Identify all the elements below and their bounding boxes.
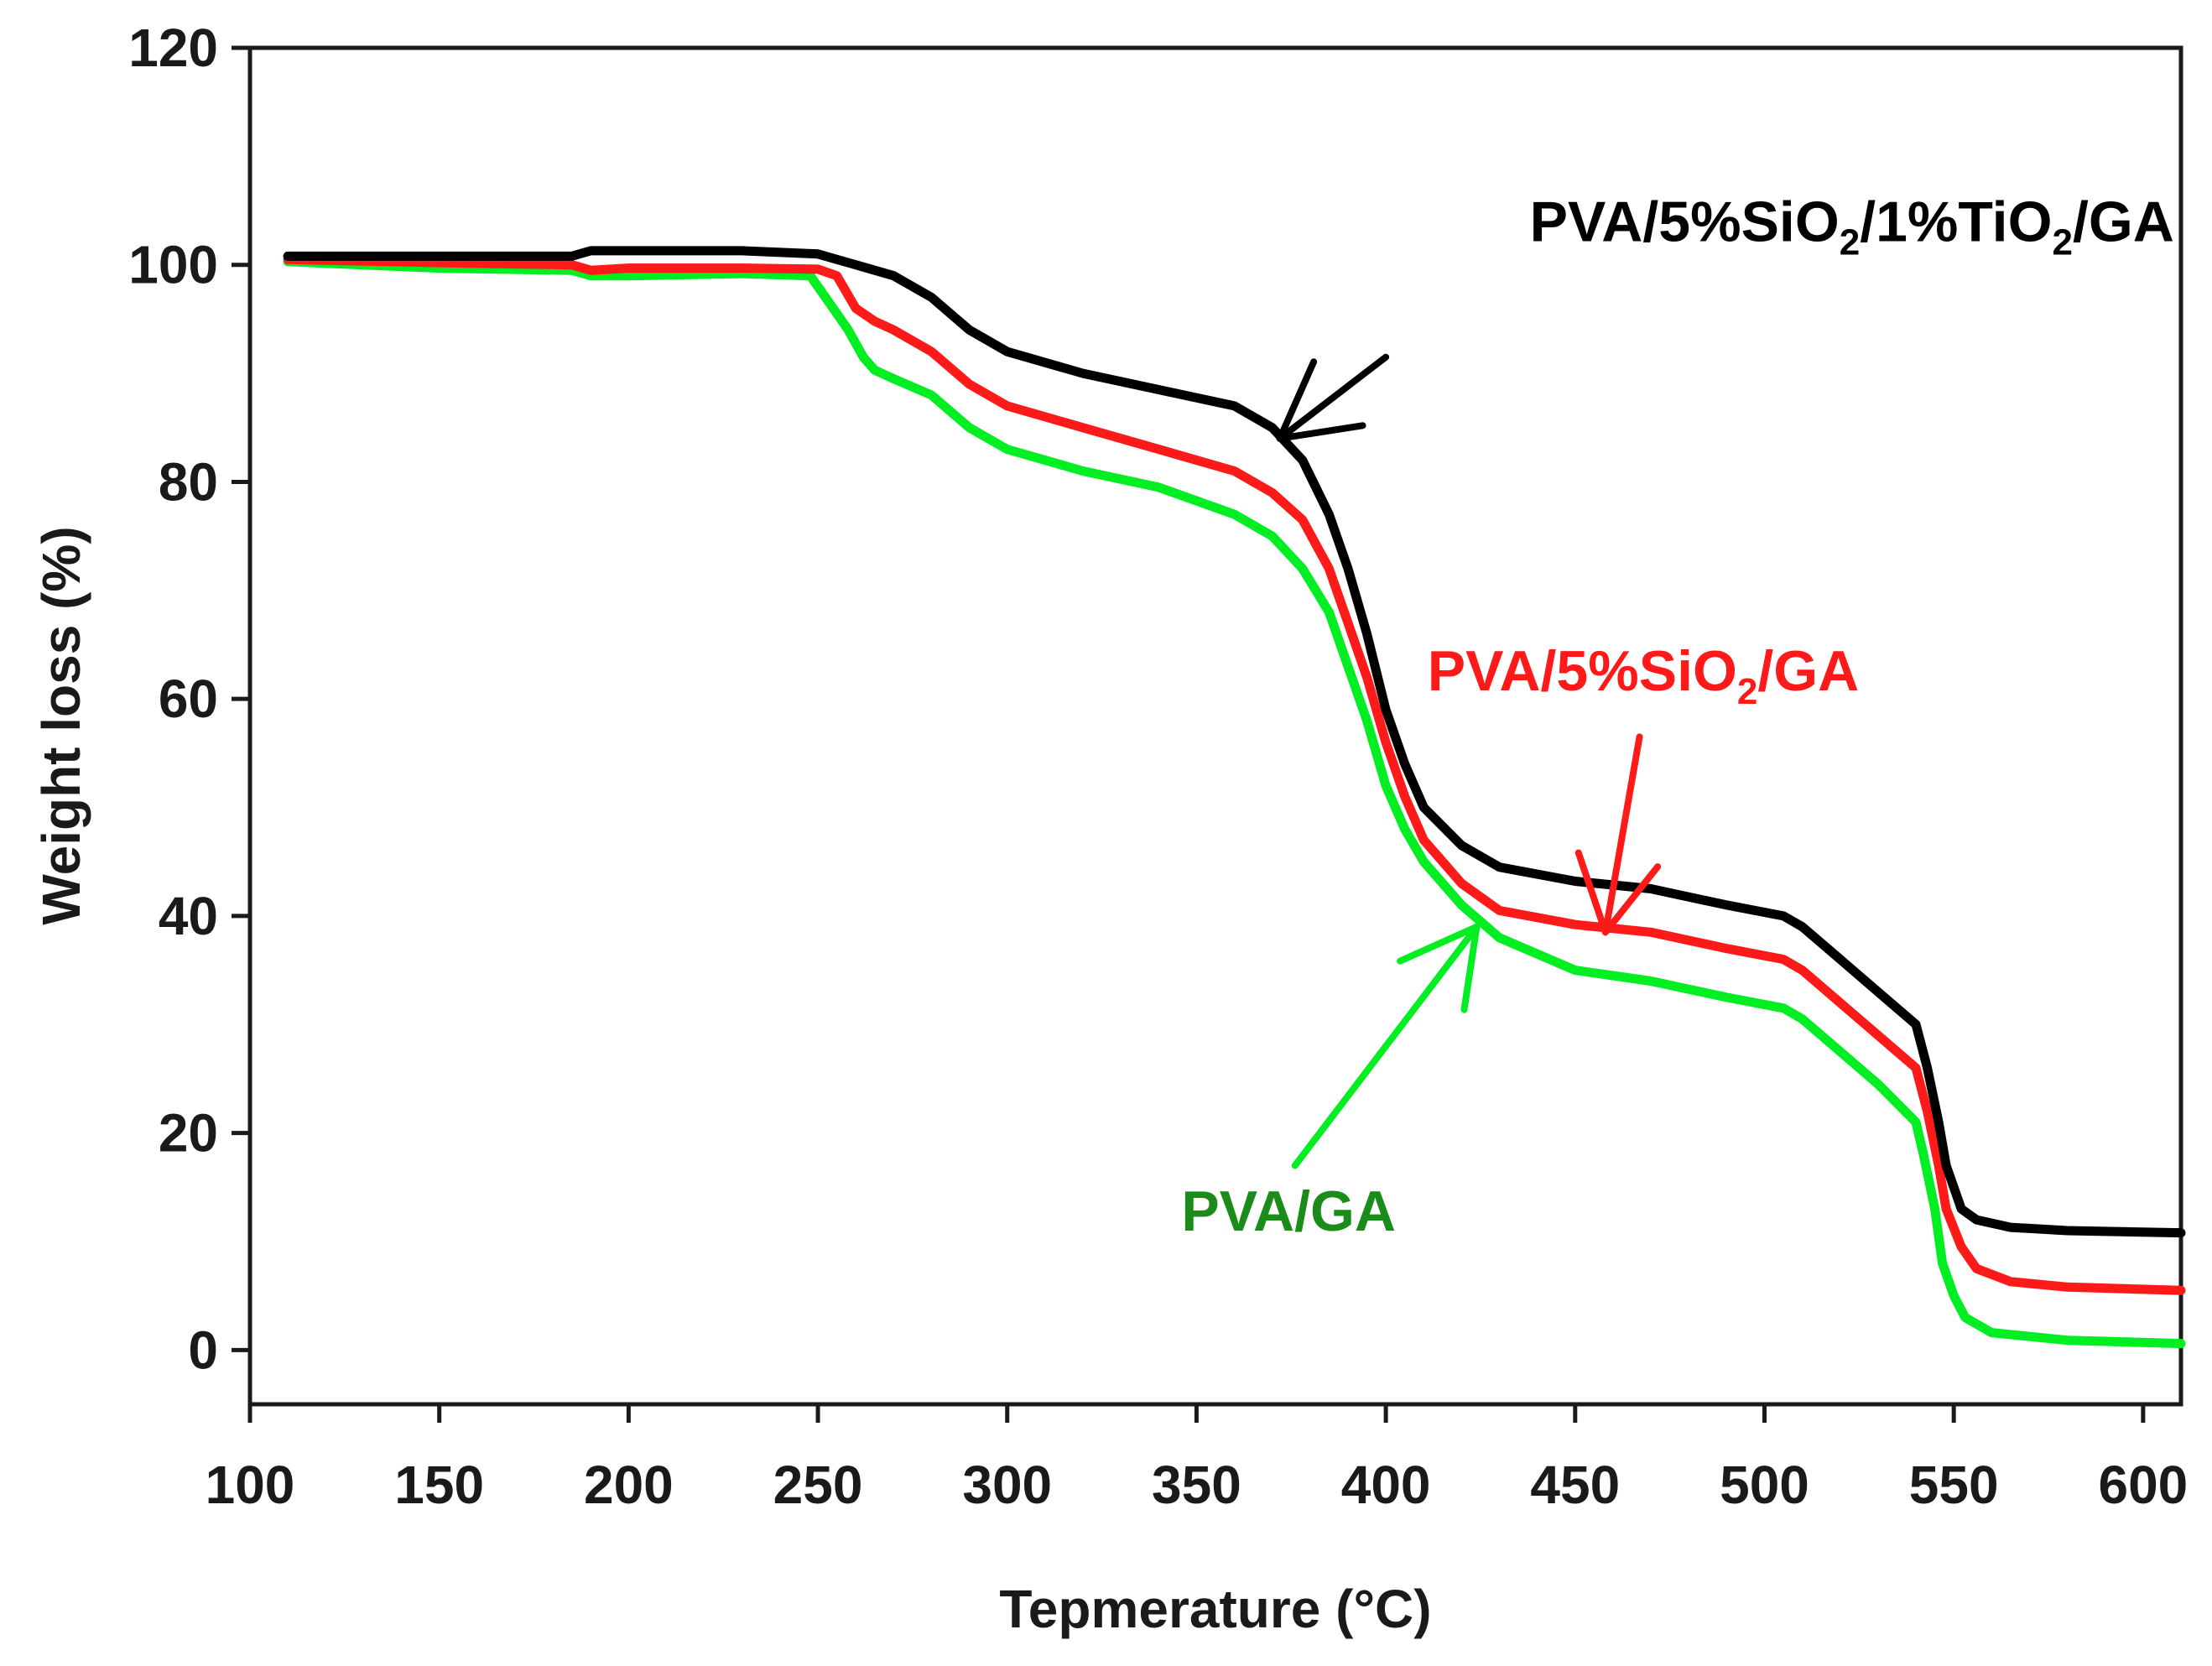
y-tick-label: 60 [159, 669, 218, 729]
x-tick-label: 200 [584, 1455, 674, 1515]
x-axis: 100 150 200 250 300 350 400 450 500 550 600 [206, 1404, 2188, 1515]
y-tick-label: 100 [128, 235, 218, 295]
series-layer [283, 246, 2186, 1349]
annotation-arrow-1 [1601, 733, 1643, 936]
y-tick-label: 0 [188, 1320, 218, 1380]
series-line-0 [283, 246, 2186, 1238]
annotation-arrowhead-2 [1460, 923, 1481, 1013]
x-tick-label: 400 [1341, 1455, 1431, 1515]
series-label-1: PVA/5%SiO2/GA [1428, 639, 1859, 712]
x-tick-label: 600 [2098, 1455, 2188, 1515]
y-tick-label: 20 [159, 1103, 218, 1164]
y-tick-label: 40 [159, 886, 218, 946]
y-tick-label: 80 [159, 451, 218, 512]
series-label-2: PVA/GA [1181, 1179, 1396, 1243]
y-axis-title: Weight loss (%) [31, 526, 91, 924]
x-tick-label: 500 [1720, 1455, 1809, 1515]
x-tick-label: 250 [773, 1455, 863, 1515]
annotation-arrow-2 [1291, 923, 1481, 1169]
x-tick-label: 450 [1530, 1455, 1620, 1515]
x-tick-label: 300 [962, 1455, 1052, 1515]
x-tick-label: 350 [1152, 1455, 1241, 1515]
annotation-arrow-0 [1276, 353, 1390, 442]
x-axis-title: Tepmerature (°C) [999, 1579, 1431, 1639]
y-axis: 0 20 40 60 80 100 120 [128, 18, 250, 1380]
annotation-arrowhead-1 [1601, 863, 1662, 936]
x-tick-label: 100 [206, 1455, 295, 1515]
series-label-0: PVA/5%SiO2/1%TiO2/GA [1530, 190, 2174, 263]
annotation-arrowhead-0 [1276, 422, 1366, 442]
x-tick-label: 150 [394, 1455, 484, 1515]
series-annotations: PVA/5%SiO2/1%TiO2/GA PVA/5%SiO2/GA PVA/GA [1181, 190, 2174, 1243]
y-tick-label: 120 [128, 18, 218, 78]
series-line-1 [283, 254, 2186, 1295]
x-tick-label: 550 [1909, 1455, 1999, 1515]
annotation-arrowhead-1 [1574, 849, 1609, 936]
annotation-arrowhead-2 [1397, 923, 1481, 965]
plot-frame [247, 45, 2183, 1407]
series-line-2 [283, 257, 2186, 1349]
annotation-arrowhead-0 [1276, 358, 1318, 442]
